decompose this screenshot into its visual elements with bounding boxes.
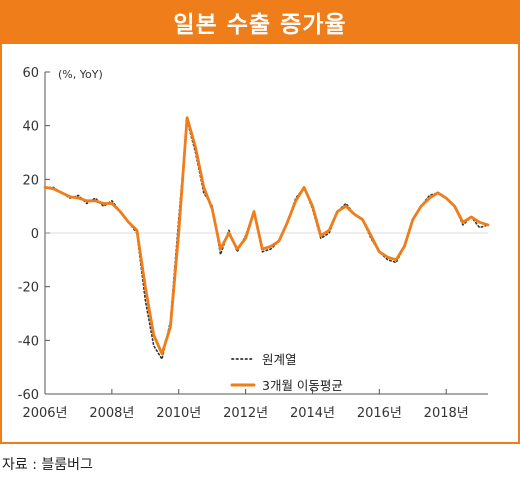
x-tick-label: 2016년 (357, 406, 402, 421)
y-axis: 60 40 20 0 -20 -40 -60 (18, 66, 50, 403)
x-tick-label: 2014년 (290, 406, 335, 421)
y-tick-label: -20 (18, 281, 39, 296)
y-tick-label: 20 (22, 173, 39, 188)
x-tick-label: 2006년 (22, 406, 67, 421)
chart-frame (0, 0, 520, 444)
unit-label: (%, YoY) (58, 68, 103, 81)
title-bar: 일본 수출 증가율 (0, 0, 520, 44)
legend-label-0: 원계열 (262, 352, 297, 367)
x-tick-label: 2018년 (424, 406, 469, 421)
series-line-0 (44, 119, 489, 360)
source-note: 자료 : 블룸버그 (2, 457, 93, 473)
y-tick-label: -40 (18, 334, 39, 349)
y-tick-label: 40 (22, 120, 39, 135)
x-tick-label: 2010년 (156, 406, 201, 421)
chart-title: 일본 수출 증가율 (173, 12, 347, 38)
x-tick-label: 2012년 (223, 406, 268, 421)
series-line-1 (43, 116, 490, 356)
x-axis: 2006년 2008년 2010년 2012년 2014년 2016년 2018년 (22, 232, 488, 421)
legend-label-1: 3개월 이동평균 (262, 378, 343, 393)
line-chart: 60 40 20 0 -20 -40 -60 2006년 2008년 2010년 2012년 201… (18, 66, 490, 421)
legend: 원계열 3개월 이동평균 (230, 352, 343, 393)
series-lines (43, 116, 490, 360)
y-tick-label: 60 (22, 66, 39, 81)
y-tick-label: -60 (18, 388, 39, 403)
x-tick-label: 2008년 (89, 406, 134, 421)
y-tick-label: 0 (31, 227, 39, 242)
